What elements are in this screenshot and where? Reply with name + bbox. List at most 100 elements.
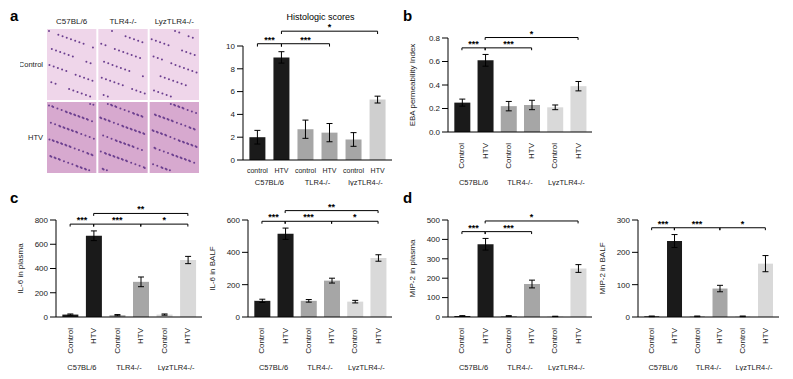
svg-text:200: 200 [427,274,441,283]
svg-text:Control: Control [113,328,122,354]
svg-text:Control: Control [693,328,702,354]
svg-text:LyzTLR4-/-: LyzTLR4-/- [736,363,773,371]
svg-text:HTV: HTV [481,142,490,159]
svg-text:Control: Control [550,328,559,354]
svg-text:HTV: HTV [527,327,536,344]
svg-text:IL-6 in BALF: IL-6 in BALF [208,246,217,291]
svg-text:TLR4-/-: TLR4-/- [307,363,333,371]
svg-text:2: 2 [231,133,236,142]
svg-text:TLR4-/-: TLR4-/- [305,178,331,186]
svg-text:C57BL/6: C57BL/6 [255,178,284,186]
svg-text:HTV: HTV [281,327,290,344]
svg-text:300: 300 [427,255,441,264]
svg-text:Control: Control [457,143,466,169]
svg-text:0: 0 [626,313,631,322]
svg-text:***: *** [77,215,88,225]
svg-text:**: ** [328,202,336,212]
svg-text:LyzTLR4-/-: LyzTLR4-/- [348,363,385,371]
svg-text:HTV: HTV [136,327,145,344]
svg-text:*: * [530,212,534,222]
svg-text:MIP-2 in plasma: MIP-2 in plasma [408,239,417,297]
svg-text:6: 6 [231,87,236,96]
svg-text:***: *** [658,219,669,229]
svg-text:4: 4 [231,110,236,119]
svg-text:HTV: HTV [574,327,583,344]
svg-text:C57BL/6: C57BL/6 [459,178,488,186]
svg-text:***: *** [112,215,123,225]
svg-text:control: control [343,167,364,174]
svg-text:HTV: HTV [323,167,337,174]
svg-text:lyzTLR4-/-: lyzTLR4-/- [348,178,383,186]
svg-text:HTV: HTV [670,327,679,344]
svg-text:HTV: HTV [574,142,583,159]
svg-text:TLR4-/-: TLR4-/- [507,363,533,371]
svg-text:HTV: HTV [374,327,383,344]
svg-text:***: *** [503,223,514,233]
svg-text:0.4: 0.4 [429,81,441,90]
svg-text:Control: Control [550,143,559,169]
svg-text:Control: Control [66,328,75,354]
svg-text:LyzTLR4-/-: LyzTLR4-/- [155,17,195,26]
svg-text:*: * [741,219,745,229]
svg-text:control: control [295,167,316,174]
svg-text:IL-6 in plasma: IL-6 in plasma [16,243,25,294]
svg-text:0.2: 0.2 [429,104,441,113]
svg-text:600: 600 [227,216,241,225]
svg-text:C57BL/6: C57BL/6 [56,17,88,26]
svg-text:*: * [530,29,534,39]
svg-text:8: 8 [231,65,236,74]
svg-text:Control: Control [350,328,359,354]
svg-text:Control: Control [504,143,513,169]
svg-text:Control: Control [738,328,747,354]
svg-text:Control: Control [504,328,513,354]
svg-text:Control: Control [457,328,466,354]
svg-text:*: * [163,215,167,225]
svg-text:0: 0 [44,313,49,322]
svg-text:500: 500 [427,216,441,225]
svg-text:HTV: HTV [274,167,288,174]
svg-text:HTV: HTV [527,142,536,159]
svg-text:0: 0 [231,156,236,165]
svg-text:MIP-2 in BALF: MIP-2 in BALF [598,242,607,294]
svg-text:0.6: 0.6 [429,57,441,66]
svg-text:200: 200 [227,281,241,290]
svg-text:200: 200 [617,248,631,257]
svg-text:HTV: HTV [327,327,336,344]
svg-text:600: 600 [35,240,49,249]
svg-text:Control: Control [304,328,313,354]
svg-text:TLR4-/-: TLR4-/- [116,363,142,371]
svg-text:TLR4-/-: TLR4-/- [109,17,136,26]
svg-text:800: 800 [35,216,49,225]
svg-text:Control: Control [20,60,43,69]
svg-text:Control: Control [257,328,266,354]
svg-text:***: *** [300,35,311,45]
svg-text:TLR4-/-: TLR4-/- [696,363,722,371]
svg-text:HTV: HTV [715,327,724,344]
svg-text:Control: Control [160,328,169,354]
svg-text:***: *** [268,212,279,222]
svg-text:***: *** [503,39,514,49]
svg-text:***: *** [303,212,314,222]
svg-text:C57BL/6: C57BL/6 [67,363,96,371]
svg-text:HTV: HTV [183,327,192,344]
svg-text:C57BL/6: C57BL/6 [459,363,488,371]
svg-text:0: 0 [236,313,241,322]
svg-text:***: *** [264,35,275,45]
svg-text:***: *** [468,223,479,233]
svg-text:10: 10 [226,42,235,51]
svg-text:C57BL/6: C57BL/6 [648,363,677,371]
svg-text:***: *** [468,39,479,49]
svg-text:C57BL/6: C57BL/6 [259,363,288,371]
svg-text:400: 400 [227,248,241,257]
svg-text:*: * [353,212,357,222]
svg-text:LyzTLR4-/-: LyzTLR4-/- [548,178,585,186]
svg-text:TLR4-/-: TLR4-/- [507,178,533,186]
svg-text:200: 200 [35,289,49,298]
svg-text:Control: Control [647,328,656,354]
svg-text:0.8: 0.8 [429,34,441,43]
svg-text:100: 100 [427,293,441,302]
svg-text:0: 0 [436,313,441,322]
svg-text:HTV: HTV [89,327,98,344]
svg-text:0.0: 0.0 [429,128,441,137]
svg-text:LyzTLR4-/-: LyzTLR4-/- [158,363,195,371]
